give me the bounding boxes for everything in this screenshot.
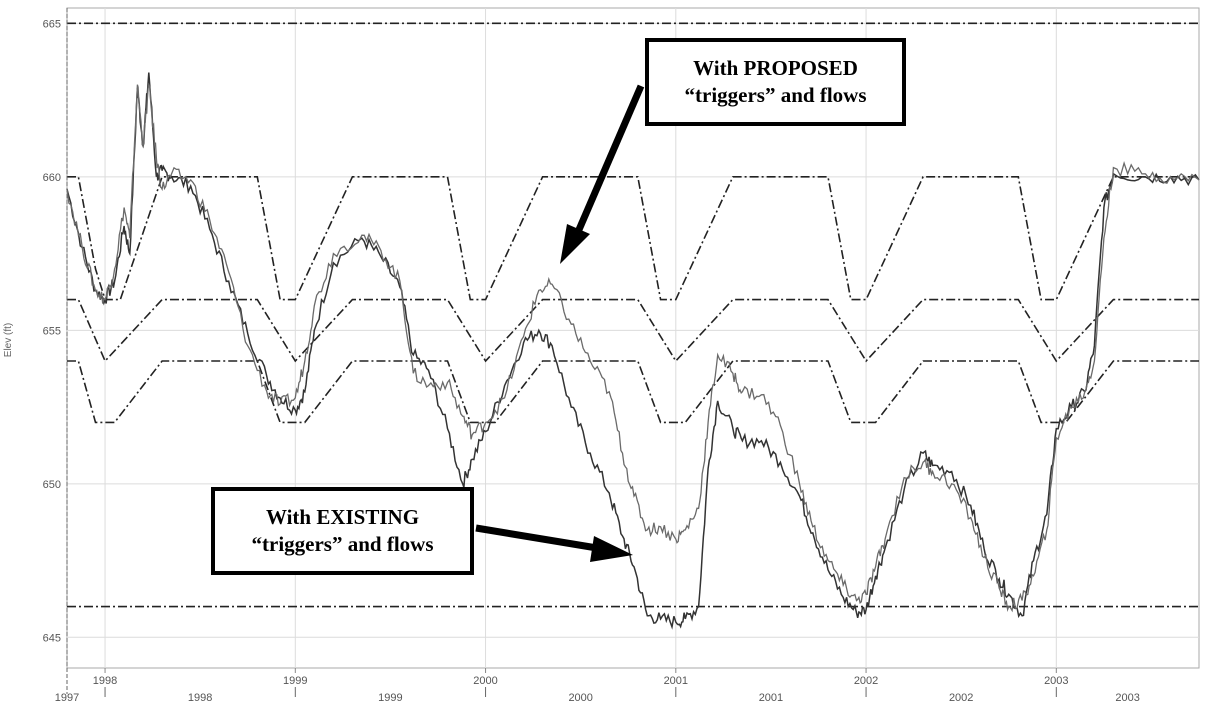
x-tick-label: 1999 (283, 675, 307, 687)
year-band-label: 2000 (568, 692, 592, 702)
year-band-label: 1998 (188, 692, 212, 702)
year-band-label: 2003 (1115, 692, 1139, 702)
existing-arrow-shaft (475, 524, 598, 552)
y-tick-label: 665 (43, 18, 61, 30)
proposed-arrow-shaft (574, 84, 645, 234)
y-tick-label: 650 (43, 479, 61, 491)
year-band-label: 1999 (378, 692, 402, 702)
proposed-arrow-head (560, 224, 590, 264)
proposed-callout-line2: “triggers” and flows (684, 83, 867, 107)
middle-rule-curve (67, 298, 1199, 363)
year-band-label: 2001 (759, 692, 783, 702)
year-band-label: 2002 (949, 692, 973, 702)
x-tick-label: 2003 (1044, 675, 1068, 687)
y-tick-label: 655 (43, 325, 61, 337)
x-tick-label: 1998 (93, 675, 117, 687)
y-tick-label: 645 (43, 632, 61, 644)
y-axis-label: Elev (ft) (3, 323, 14, 357)
rule-curves (67, 22, 1199, 608)
y-tick-label: 660 (43, 172, 61, 184)
existing-arrow-head (590, 536, 633, 562)
existing-callout-line1: With EXISTING (265, 505, 420, 529)
existing-series-line (66, 82, 1200, 613)
existing-callout-line2: “triggers” and flows (251, 532, 434, 556)
axes: 645 650 655 660 665 1998 1999 2000 2001 2002 2003 1… (43, 8, 1140, 702)
upper-rule-curve (67, 176, 1199, 301)
x-tick-label: 2001 (664, 675, 688, 687)
lower-rule-curve (67, 360, 1199, 424)
year-band-label: 1997 (55, 692, 79, 702)
x-tick-label: 2002 (854, 675, 878, 687)
proposed-callout-line1: With PROPOSED (693, 56, 858, 80)
callout-arrows (475, 84, 645, 562)
x-tick-label: 2000 (473, 675, 497, 687)
existing-callout: With EXISTING “triggers” and flows (211, 487, 474, 575)
elevation-series (66, 72, 1200, 630)
proposed-callout: With PROPOSED “triggers” and flows (645, 38, 906, 126)
